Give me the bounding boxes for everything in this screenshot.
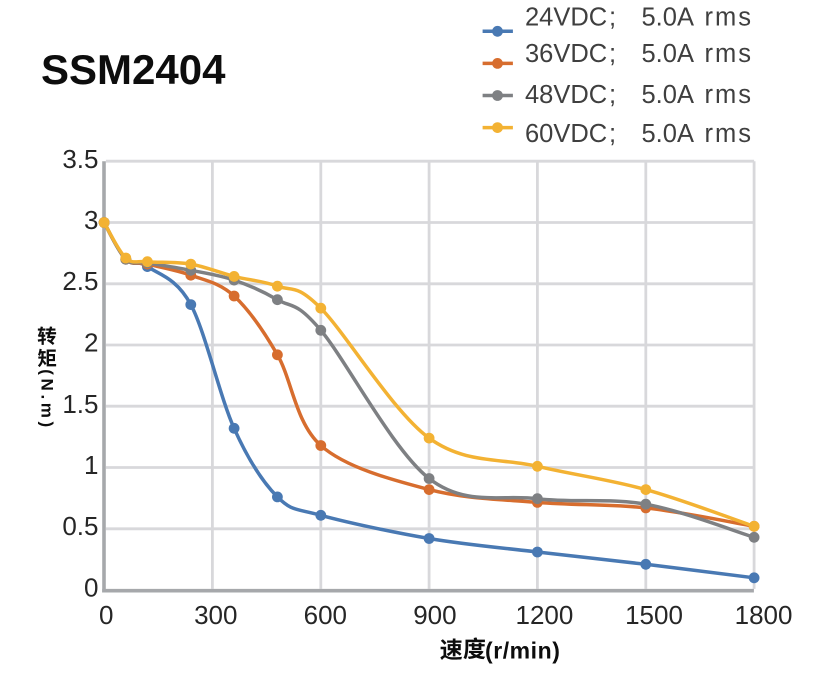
svg-text:0: 0 [99,600,113,630]
svg-text:SSM2404: SSM2404 [41,46,226,93]
svg-text:0: 0 [84,573,98,603]
svg-text:300: 300 [194,600,237,630]
svg-text:900: 900 [413,600,456,630]
svg-text:1: 1 [84,450,98,480]
svg-text:2.5: 2.5 [62,266,98,296]
svg-text:3.5: 3.5 [62,144,98,174]
svg-text:3: 3 [84,205,98,235]
svg-text:600: 600 [304,600,347,630]
svg-text:2: 2 [84,328,98,358]
svg-text:0.5: 0.5 [62,511,98,541]
svg-text:1200: 1200 [516,600,574,630]
svg-text:(N.m): (N.m) [38,369,57,430]
svg-text:1500: 1500 [625,600,683,630]
svg-text:1.5: 1.5 [62,389,98,419]
svg-text:(r/min): (r/min) [485,638,560,664]
svg-text:1800: 1800 [735,600,793,630]
